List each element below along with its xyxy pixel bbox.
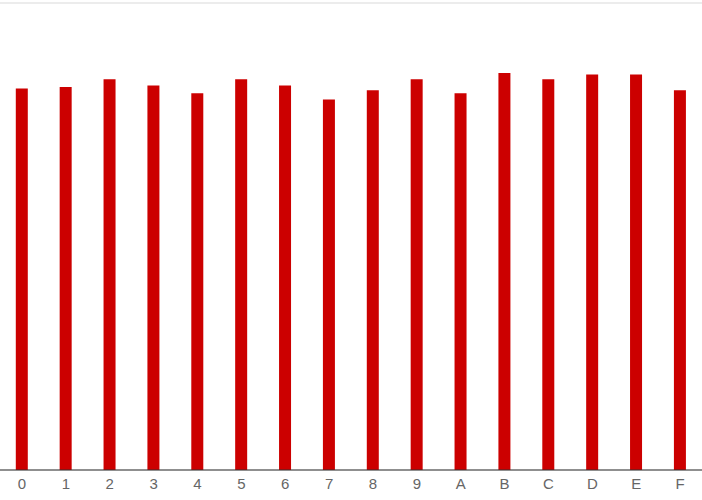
svg-text:2: 2 [106,475,114,492]
svg-text:F: F [675,475,684,492]
svg-text:B: B [500,475,510,492]
svg-text:5: 5 [237,475,245,492]
svg-text:7: 7 [325,475,333,492]
svg-text:3: 3 [149,475,157,492]
svg-text:6: 6 [281,475,289,492]
svg-text:4: 4 [193,475,201,492]
svg-text:8: 8 [369,475,377,492]
svg-text:1: 1 [62,475,70,492]
svg-text:0: 0 [18,475,26,492]
svg-text:9: 9 [413,475,421,492]
svg-text:C: C [543,475,554,492]
svg-text:A: A [456,475,466,492]
svg-text:D: D [587,475,598,492]
svg-text:E: E [631,475,641,492]
